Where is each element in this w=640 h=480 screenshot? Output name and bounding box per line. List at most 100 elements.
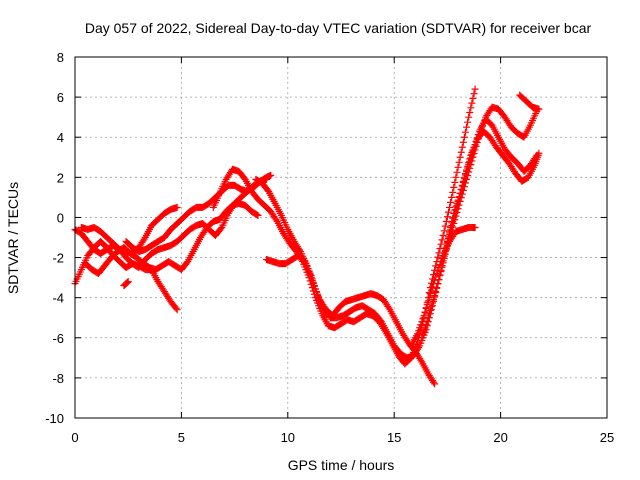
data-point xyxy=(448,219,456,227)
data-point xyxy=(253,211,261,219)
data-point xyxy=(468,151,476,159)
data-point xyxy=(464,118,472,126)
data-point xyxy=(473,134,481,142)
y-tick-label: -10 xyxy=(45,411,64,426)
data-point xyxy=(438,236,446,244)
y-axis-label: SDTVAR / TECUs xyxy=(5,182,21,294)
data-point xyxy=(438,263,446,271)
data-point xyxy=(423,317,431,325)
x-tick-label: 5 xyxy=(178,430,185,445)
data-point xyxy=(456,189,464,197)
data-point xyxy=(459,178,467,186)
data-point xyxy=(308,275,316,283)
data-point xyxy=(309,278,317,286)
data-point xyxy=(446,203,454,211)
data-point xyxy=(423,301,431,309)
data-point xyxy=(442,246,450,254)
data-point xyxy=(457,186,465,194)
data-point xyxy=(471,223,479,231)
data-point xyxy=(172,304,180,312)
data-point xyxy=(448,193,456,201)
y-tick-label: 6 xyxy=(57,90,64,105)
data-point xyxy=(415,343,423,351)
data-point xyxy=(436,245,444,253)
data-point xyxy=(439,231,447,239)
data-point xyxy=(453,199,461,207)
data-point xyxy=(429,299,437,307)
data-point xyxy=(472,137,480,145)
data-point xyxy=(468,99,476,107)
data-point xyxy=(422,304,430,312)
data-point xyxy=(123,278,131,286)
data-point xyxy=(465,113,473,121)
x-tick-label: 0 xyxy=(71,430,78,445)
series-13 xyxy=(516,91,543,113)
data-point xyxy=(427,303,435,311)
y-tick-label: 4 xyxy=(57,130,64,145)
data-point xyxy=(254,211,262,219)
data-point xyxy=(425,310,433,318)
data-point xyxy=(426,290,434,298)
data-point xyxy=(430,378,438,386)
data-point xyxy=(470,90,478,98)
data-point xyxy=(532,153,540,161)
data-point xyxy=(173,306,181,314)
data-point xyxy=(419,330,427,338)
data-points xyxy=(71,85,543,388)
data-point xyxy=(458,182,466,190)
data-point xyxy=(535,105,543,113)
data-point xyxy=(440,227,448,235)
data-point xyxy=(437,240,445,248)
data-point xyxy=(311,285,319,293)
axis-ticks: 0 5 10 15 20 25 -10 -8 -6 -4 -2 0 2 4 6 8 xyxy=(45,50,614,445)
data-point xyxy=(429,283,437,291)
series-2 xyxy=(71,171,275,272)
data-point xyxy=(443,238,451,246)
data-point xyxy=(217,225,225,233)
data-point xyxy=(426,306,434,314)
data-point xyxy=(451,178,459,186)
data-point xyxy=(431,292,439,300)
y-tick-label: -8 xyxy=(52,371,64,386)
series-7 xyxy=(209,85,479,368)
data-point xyxy=(418,334,426,342)
data-point xyxy=(431,380,439,388)
data-point xyxy=(463,167,471,175)
data-point xyxy=(424,314,432,322)
data-point xyxy=(424,297,432,305)
data-point xyxy=(307,272,315,280)
data-point xyxy=(452,203,460,211)
data-point xyxy=(421,308,429,316)
data-point xyxy=(469,147,477,155)
series-5 xyxy=(122,175,271,256)
data-point xyxy=(124,278,132,286)
data-point xyxy=(469,94,477,102)
data-point xyxy=(465,161,473,169)
data-point xyxy=(444,233,452,241)
plot-frame xyxy=(74,56,608,419)
data-point xyxy=(421,324,429,332)
x-tick-label: 10 xyxy=(281,430,295,445)
x-tick-label: 15 xyxy=(387,430,401,445)
data-point xyxy=(433,284,441,292)
data-point xyxy=(422,320,430,328)
data-point xyxy=(439,259,447,267)
data-point xyxy=(457,148,465,156)
data-point xyxy=(123,279,131,287)
y-tick-label: 2 xyxy=(57,170,64,185)
series-10 xyxy=(407,223,479,350)
data-point xyxy=(467,154,475,162)
data-point xyxy=(418,318,426,326)
data-point xyxy=(437,268,445,276)
data-point xyxy=(417,356,425,364)
data-point xyxy=(456,153,464,161)
y-tick-label: -6 xyxy=(52,331,64,346)
series-12 xyxy=(443,115,541,246)
data-point xyxy=(442,217,450,225)
data-point xyxy=(310,282,318,290)
data-point xyxy=(385,304,393,312)
data-point xyxy=(444,208,452,216)
data-point xyxy=(263,175,271,183)
data-point xyxy=(449,188,457,196)
